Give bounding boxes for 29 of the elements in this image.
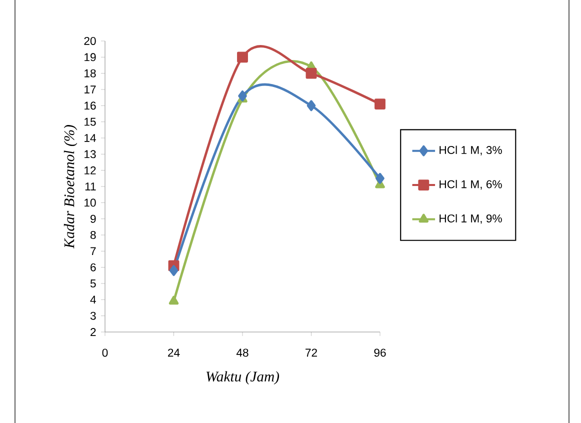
- y-axis-title: Kadar Bioetanol (%): [64, 125, 78, 249]
- y-tick-label: 16: [84, 102, 96, 110]
- y-tick-label: 6: [90, 263, 96, 272]
- y-tick-label: 11: [85, 182, 96, 190]
- y-tick-label: 17: [84, 86, 96, 94]
- x-tick-label: 96: [374, 348, 386, 357]
- x-tick-label: 48: [236, 348, 248, 357]
- y-tick-label: 4: [90, 296, 96, 304]
- y-tick-label: 13: [84, 150, 96, 158]
- y-tick-label: 10: [84, 198, 96, 207]
- legend-label: HCl 1 M, 9%: [440, 214, 502, 224]
- y-tick-label: 2: [90, 328, 96, 336]
- x-tick-label: 24: [168, 348, 180, 357]
- x-axis-title: Waktu (Jam): [206, 371, 280, 384]
- y-tick-label: 9: [90, 214, 96, 223]
- legend-label: HCl 1 M, 3%: [440, 146, 502, 156]
- y-tick-label: 19: [84, 53, 96, 62]
- y-tick-label: 5: [90, 280, 96, 288]
- y-tick-label: 12: [84, 166, 96, 174]
- y-tick-label: 20: [84, 36, 96, 45]
- y-tick-label: 14: [84, 134, 96, 142]
- x-tick-label: 0: [102, 348, 108, 357]
- y-tick-label: 15: [84, 118, 96, 126]
- y-tick-label: 8: [90, 230, 96, 239]
- y-tick-label: 7: [90, 247, 96, 256]
- y-tick-label: 3: [90, 312, 96, 320]
- x-tick-label: 72: [306, 348, 317, 357]
- legend-label: HCl 1 M, 6%: [440, 180, 502, 190]
- y-tick-label: 18: [84, 69, 96, 78]
